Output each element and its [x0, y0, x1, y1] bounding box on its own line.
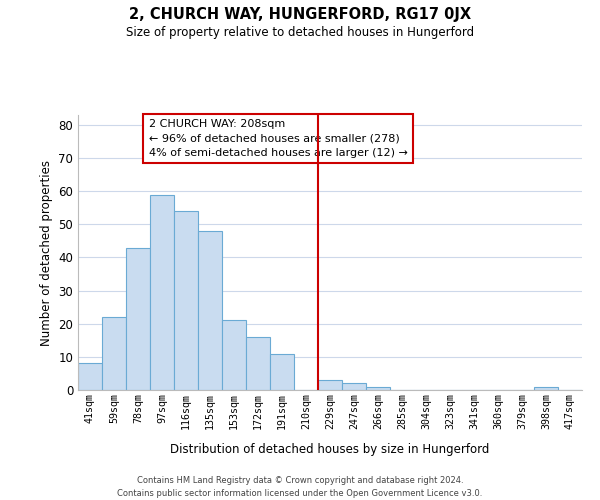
Y-axis label: Number of detached properties: Number of detached properties [40, 160, 53, 346]
Bar [534, 386, 558, 390]
Bar [270, 354, 294, 390]
Bar [246, 337, 270, 390]
Bar [174, 211, 198, 390]
Text: 2 CHURCH WAY: 208sqm
← 96% of detached houses are smaller (278)
4% of semi-detac: 2 CHURCH WAY: 208sqm ← 96% of detached h… [149, 119, 407, 158]
Bar [342, 384, 366, 390]
Text: 2, CHURCH WAY, HUNGERFORD, RG17 0JX: 2, CHURCH WAY, HUNGERFORD, RG17 0JX [129, 8, 471, 22]
Text: Distribution of detached houses by size in Hungerford: Distribution of detached houses by size … [170, 442, 490, 456]
Bar [366, 386, 390, 390]
Text: Contains HM Land Registry data © Crown copyright and database right 2024.
Contai: Contains HM Land Registry data © Crown c… [118, 476, 482, 498]
Bar [198, 231, 222, 390]
Bar [78, 364, 102, 390]
Bar [102, 317, 126, 390]
Bar [150, 194, 174, 390]
Bar [222, 320, 246, 390]
Bar [126, 248, 150, 390]
Bar [318, 380, 342, 390]
Text: Size of property relative to detached houses in Hungerford: Size of property relative to detached ho… [126, 26, 474, 39]
